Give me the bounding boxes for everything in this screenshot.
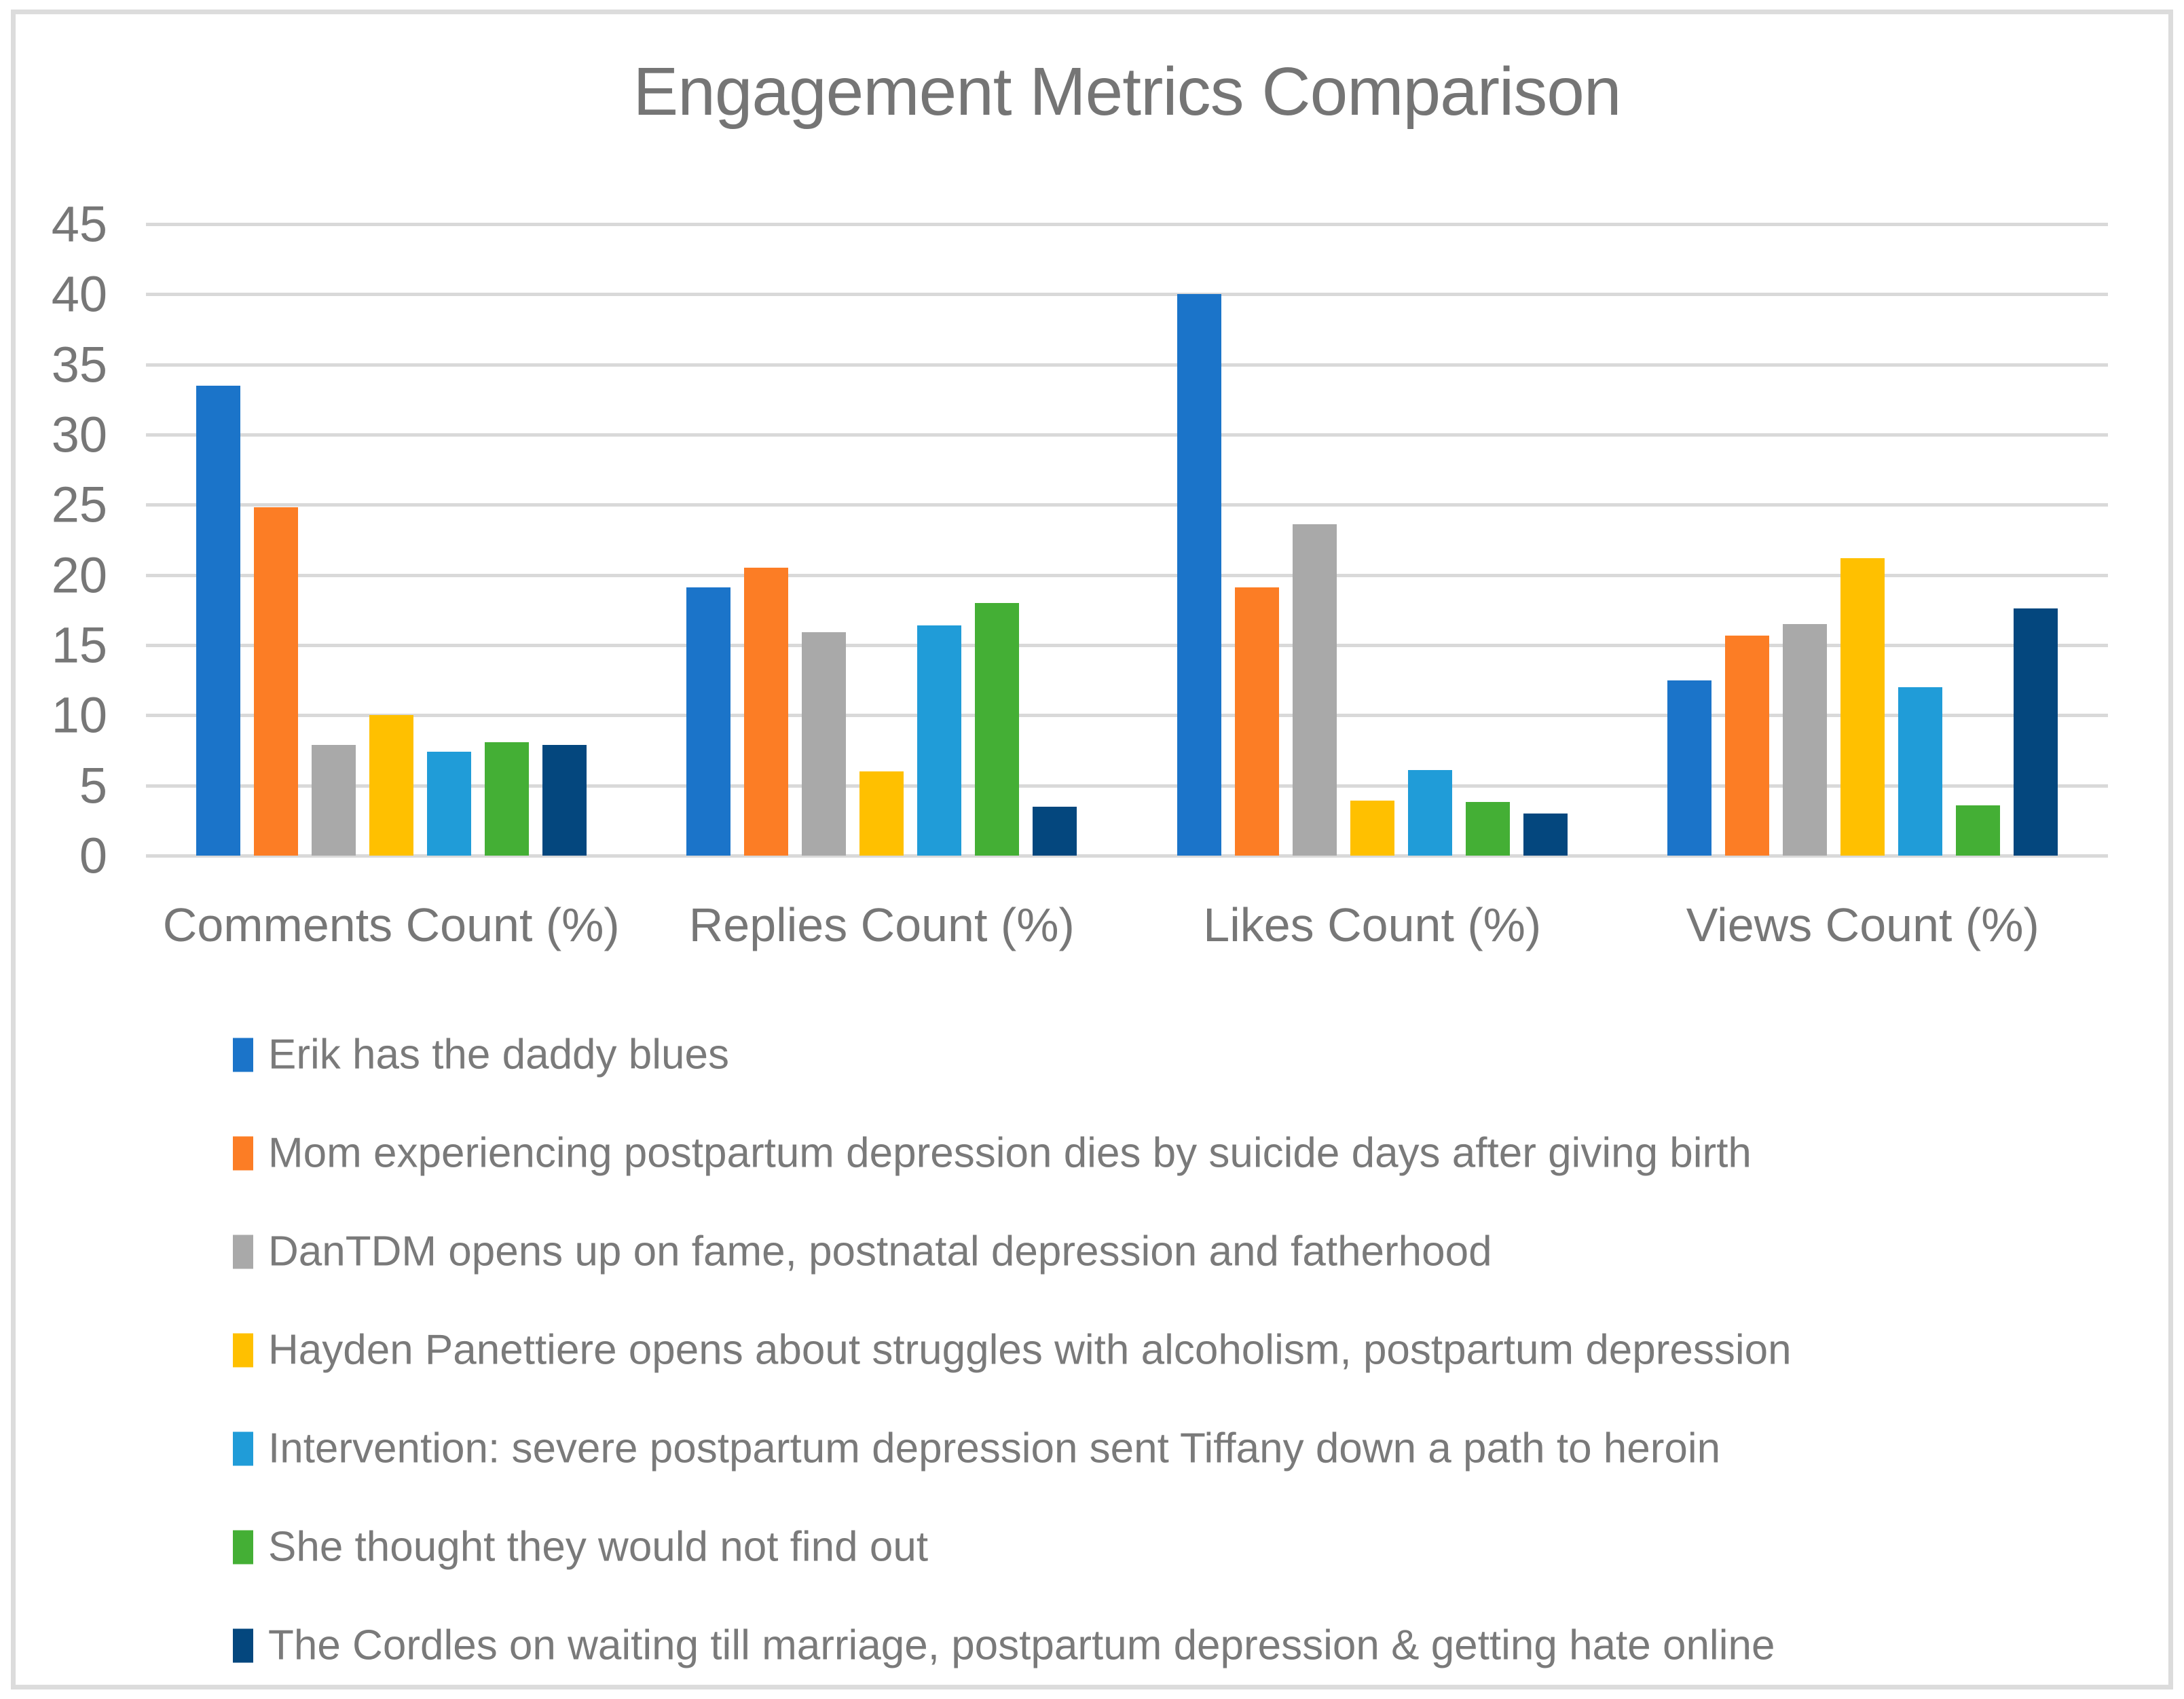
bar-series-6-category-1 xyxy=(484,742,529,856)
bar-series-2-category-3 xyxy=(1234,587,1279,856)
y-tick-label-25: 25 xyxy=(51,476,107,533)
bar-series-3-category-2 xyxy=(802,632,847,856)
bar-series-6-category-4 xyxy=(1956,805,2001,856)
bar-series-3-category-3 xyxy=(1292,524,1337,856)
bar-series-7-category-4 xyxy=(2014,608,2058,856)
bar-series-5-category-2 xyxy=(917,625,962,856)
bar-series-2-category-2 xyxy=(744,568,789,856)
x-axis-label-3: Likes Count (%) xyxy=(1203,898,1542,951)
legend-marker-icon xyxy=(233,1628,253,1662)
bar-series-7-category-3 xyxy=(1523,814,1568,856)
y-tick-label-20: 20 xyxy=(51,547,107,604)
legend-item-6: She thought they would not find out xyxy=(233,1523,928,1571)
bar-series-1-category-4 xyxy=(1667,680,1712,856)
chart-title: Engagement Metrics Comparison xyxy=(633,54,1622,130)
gridline-y-40 xyxy=(146,293,2108,297)
bar-series-7-category-1 xyxy=(542,744,587,856)
legend-label: Intervention: severe postpartum depressi… xyxy=(268,1425,1721,1472)
gridline-y-35 xyxy=(146,363,2108,367)
legend-label: Mom experiencing postpartum depression d… xyxy=(268,1129,1752,1177)
legend-label: Hayden Panettiere opens about struggles … xyxy=(268,1326,1792,1374)
gridline-y-0 xyxy=(146,854,2108,858)
legend-label: The Cordles on waiting till marriage, po… xyxy=(268,1622,1775,1669)
legend-item-7: The Cordles on waiting till marriage, po… xyxy=(233,1622,1775,1670)
legend-item-3: DanTDM opens up on fame, postnatal depre… xyxy=(233,1228,1492,1276)
bar-series-1-category-1 xyxy=(196,385,240,856)
bar-series-4-category-4 xyxy=(1840,558,1885,856)
gridline-y-10 xyxy=(146,714,2108,718)
x-axis-label-4: Views Count (%) xyxy=(1686,898,2039,951)
x-axis-label-2: Replies Count (%) xyxy=(688,898,1075,951)
bar-series-5-category-4 xyxy=(1898,687,1943,856)
bar-series-4-category-2 xyxy=(859,771,904,856)
bar-series-6-category-2 xyxy=(975,603,1020,856)
bar-series-7-category-2 xyxy=(1033,806,1077,856)
gridline-y-5 xyxy=(146,784,2108,788)
y-tick-label-45: 45 xyxy=(51,196,107,253)
bar-series-4-category-3 xyxy=(1350,801,1394,856)
legend-marker-icon xyxy=(233,1333,253,1367)
gridline-y-20 xyxy=(146,573,2108,577)
legend-item-2: Mom experiencing postpartum depression d… xyxy=(233,1129,1752,1177)
bar-series-5-category-3 xyxy=(1407,769,1452,856)
gridline-y-30 xyxy=(146,433,2108,437)
legend-label: She thought they would not find out xyxy=(268,1523,929,1571)
y-tick-label-40: 40 xyxy=(51,266,107,323)
bar-series-2-category-1 xyxy=(253,507,298,856)
bar-series-1-category-2 xyxy=(686,587,731,856)
gridline-y-15 xyxy=(146,644,2108,647)
y-tick-label-15: 15 xyxy=(51,617,107,674)
bar-series-3-category-4 xyxy=(1783,624,1828,856)
y-tick-label-5: 5 xyxy=(79,757,107,814)
legend-label: Erik has the daddy blues xyxy=(268,1031,729,1078)
legend-item-5: Intervention: severe postpartum depressi… xyxy=(233,1425,1720,1473)
legend-marker-icon xyxy=(233,1136,253,1170)
x-axis-label-1: Comments Count (%) xyxy=(162,898,620,951)
legend-marker-icon xyxy=(233,1038,253,1072)
gridline-y-25 xyxy=(146,503,2108,507)
legend-marker-icon xyxy=(233,1431,253,1465)
bar-series-3-category-1 xyxy=(311,744,356,856)
y-tick-label-35: 35 xyxy=(51,336,107,393)
bar-series-1-category-3 xyxy=(1177,294,1221,856)
y-tick-label-10: 10 xyxy=(51,687,107,744)
y-tick-label-30: 30 xyxy=(51,406,107,463)
bar-series-4-category-1 xyxy=(369,715,413,856)
legend-item-4: Hayden Panettiere opens about struggles … xyxy=(233,1326,1792,1374)
legend-marker-icon xyxy=(233,1235,253,1268)
bar-series-5-category-1 xyxy=(426,752,471,856)
gridline-y-45 xyxy=(146,223,2108,226)
legend-marker-icon xyxy=(233,1530,253,1564)
legend-item-1: Erik has the daddy blues xyxy=(233,1031,729,1079)
bar-series-2-category-4 xyxy=(1725,635,1770,856)
legend-label: DanTDM opens up on fame, postnatal depre… xyxy=(268,1228,1492,1275)
y-tick-label-0: 0 xyxy=(79,827,107,884)
bar-series-6-category-3 xyxy=(1465,802,1510,856)
